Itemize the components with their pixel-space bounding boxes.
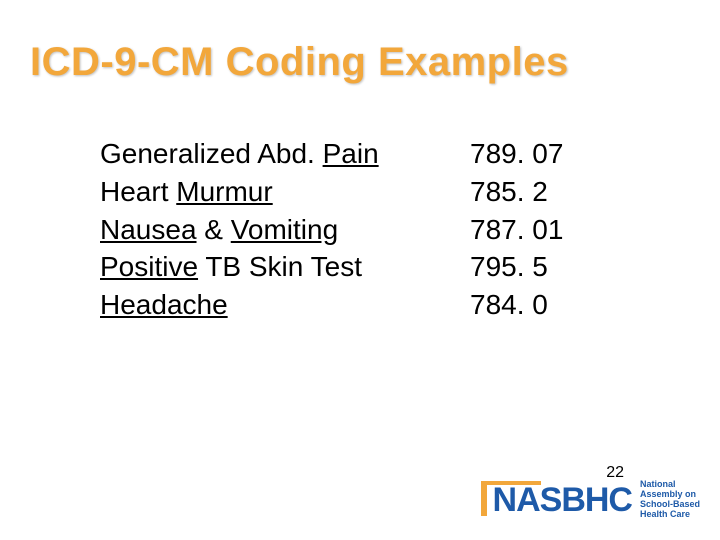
code-value: 787. 01 [470,211,620,249]
text: & [197,214,231,245]
text: Generalized Abd. [100,138,323,169]
page-number: 22 [606,464,624,482]
code-column: 789. 07 785. 2 787. 01 795. 5 784. 0 [470,135,620,324]
text: Heart [100,176,176,207]
code-value: 784. 0 [470,286,620,324]
text [273,176,289,207]
underlined-text: Positive [100,251,198,282]
underlined-text: Headache [100,289,228,320]
code-value: 789. 07 [470,135,620,173]
underlined-text: Murmur [176,176,272,207]
slide: ICD-9-CM Coding Examples Generalized Abd… [0,0,720,540]
list-item: Generalized Abd. Pain [100,135,470,173]
list-item: Nausea & Vomiting [100,211,470,249]
logo: NASBHC National Assembly on School-Based… [481,480,700,520]
logo-tagline: National Assembly on School-Based Health… [640,480,700,520]
code-value: 785. 2 [470,173,620,211]
list-item: Heart Murmur [100,173,470,211]
slide-title: ICD-9-CM Coding Examples [30,40,690,85]
list-item: Positive TB Skin Test [100,248,470,286]
list-item: Headache [100,286,470,324]
code-value: 795. 5 [470,248,620,286]
content-area: Generalized Abd. Pain Heart Murmur Nause… [30,135,690,324]
logo-mark: NASBHC [481,485,632,516]
text: TB Skin Test [198,251,362,282]
underlined-text: Vomiting [231,214,338,245]
underlined-text: Nausea [100,214,197,245]
description-column: Generalized Abd. Pain Heart Murmur Nause… [100,135,470,324]
logo-line: Health Care [640,510,700,520]
text [338,214,346,245]
underlined-text: Pain [323,138,379,169]
